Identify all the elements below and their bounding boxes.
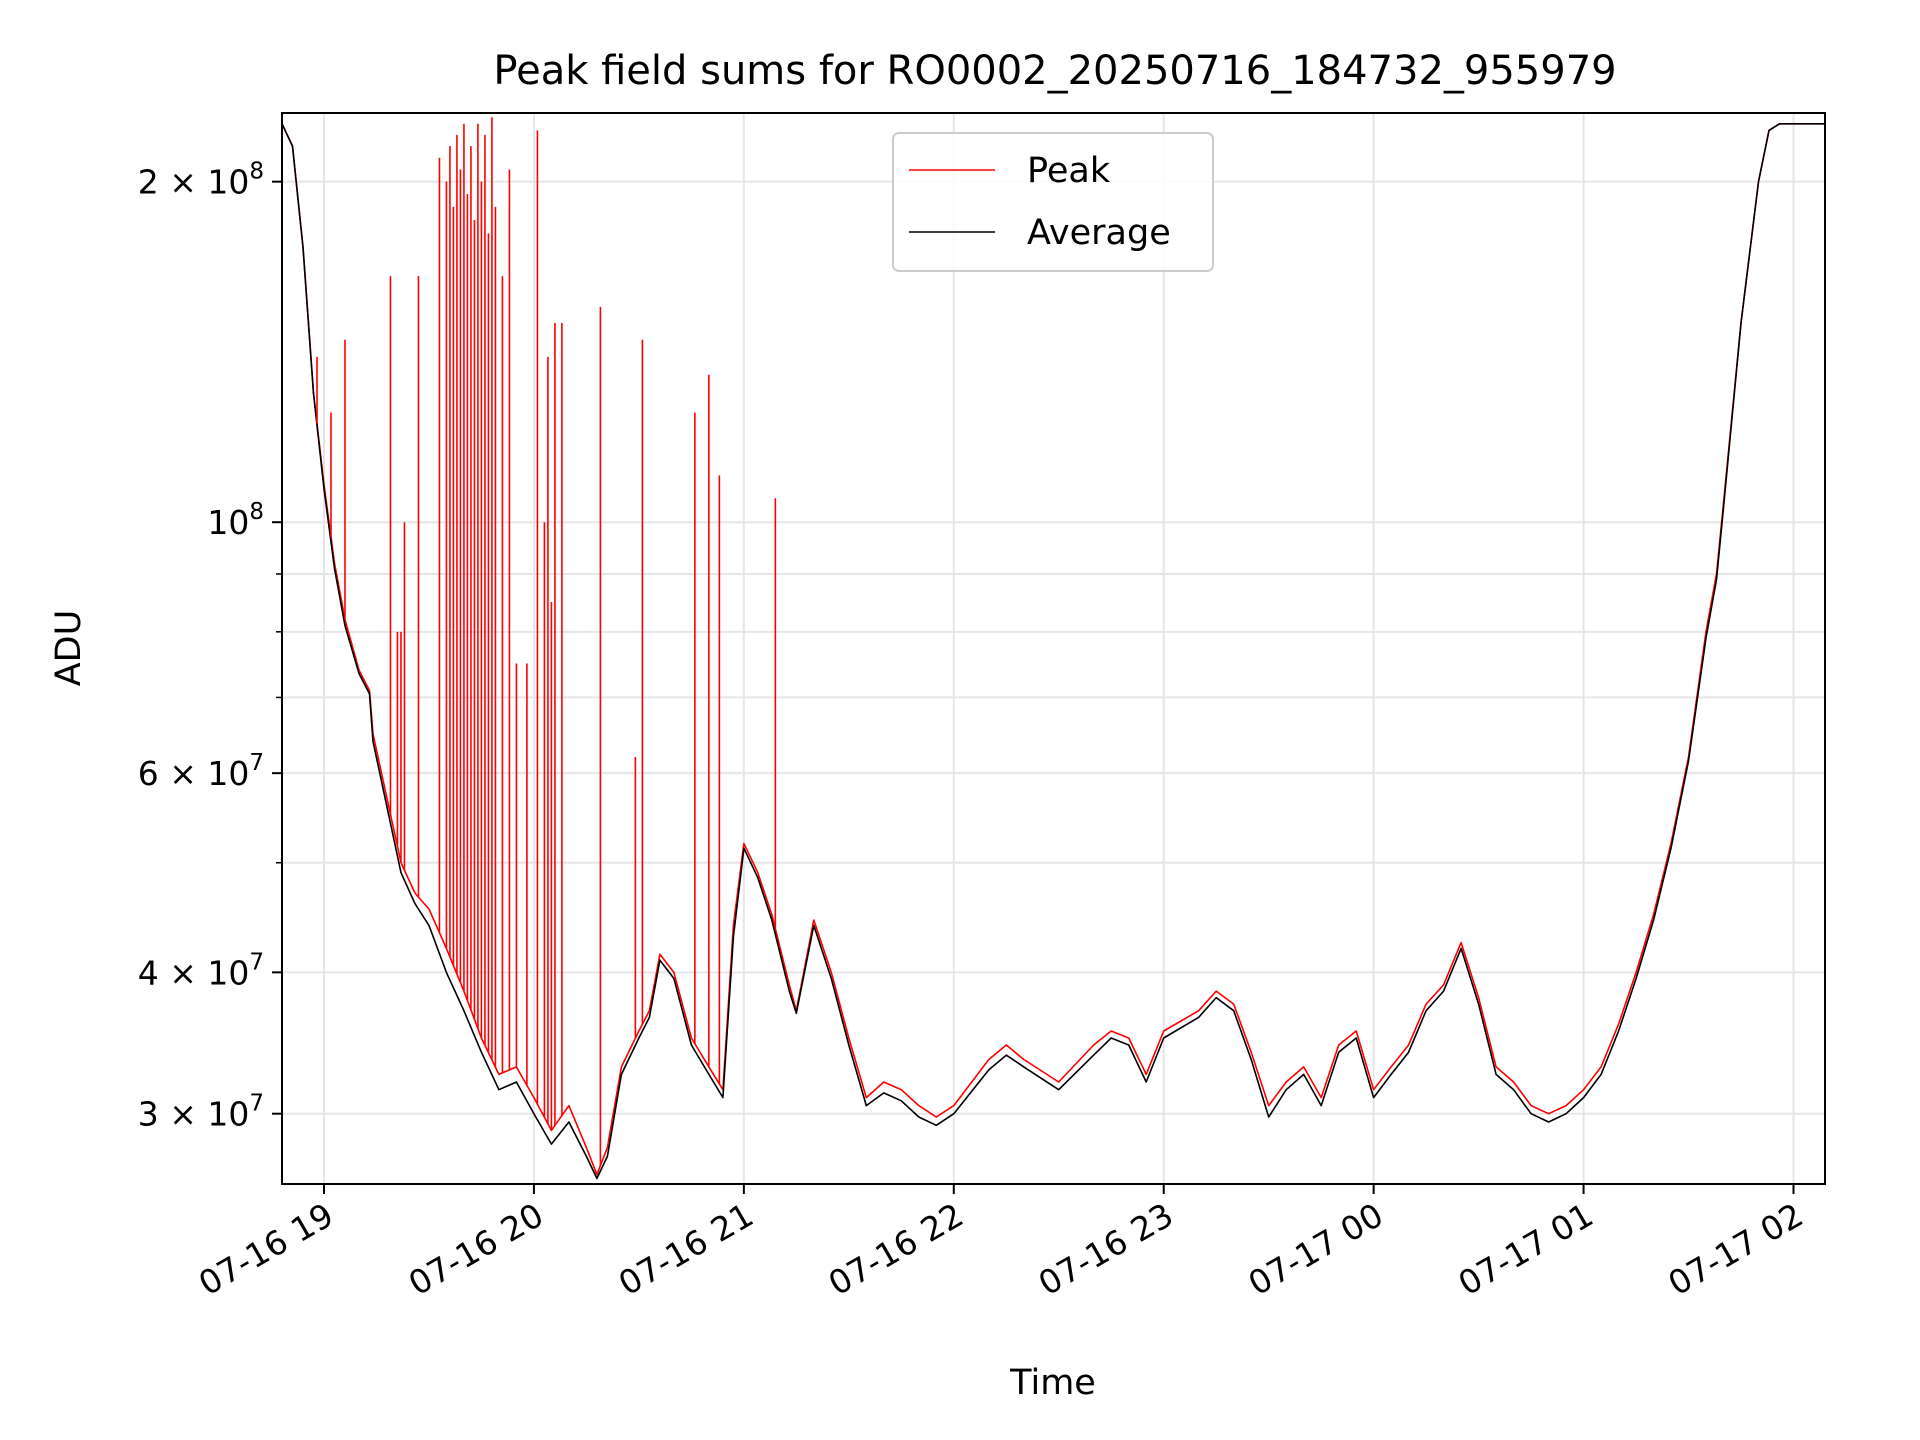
series-layer [282, 117, 1825, 1180]
legend-box [892, 132, 1214, 272]
y-tick-label: 108 [207, 499, 264, 542]
legend-label-peak: Peak [1027, 151, 1111, 191]
y-tick-label: 4 × 107 [138, 949, 264, 992]
series-line-average [282, 123, 1825, 1180]
plot-frame [281, 112, 1826, 1185]
y-tick-label: 2 × 108 [138, 159, 264, 202]
legend-label-average: Average [1027, 213, 1171, 253]
series-line-peak [282, 123, 1825, 1176]
chart-title: Peak field sums for RO0002_20250716_1847… [493, 48, 1616, 94]
y-axis-label: ADU [49, 610, 89, 687]
y-tick-label: 6 × 107 [138, 750, 264, 793]
legend: Peak Average [892, 132, 1214, 272]
y-axis: 3 × 107 4 × 107 6 × 107 108 2 × 108 [138, 159, 282, 1134]
grid-lines [282, 113, 1825, 1184]
x-axis-label: Time [1009, 1363, 1096, 1403]
y-tick-label: 3 × 107 [138, 1091, 264, 1134]
